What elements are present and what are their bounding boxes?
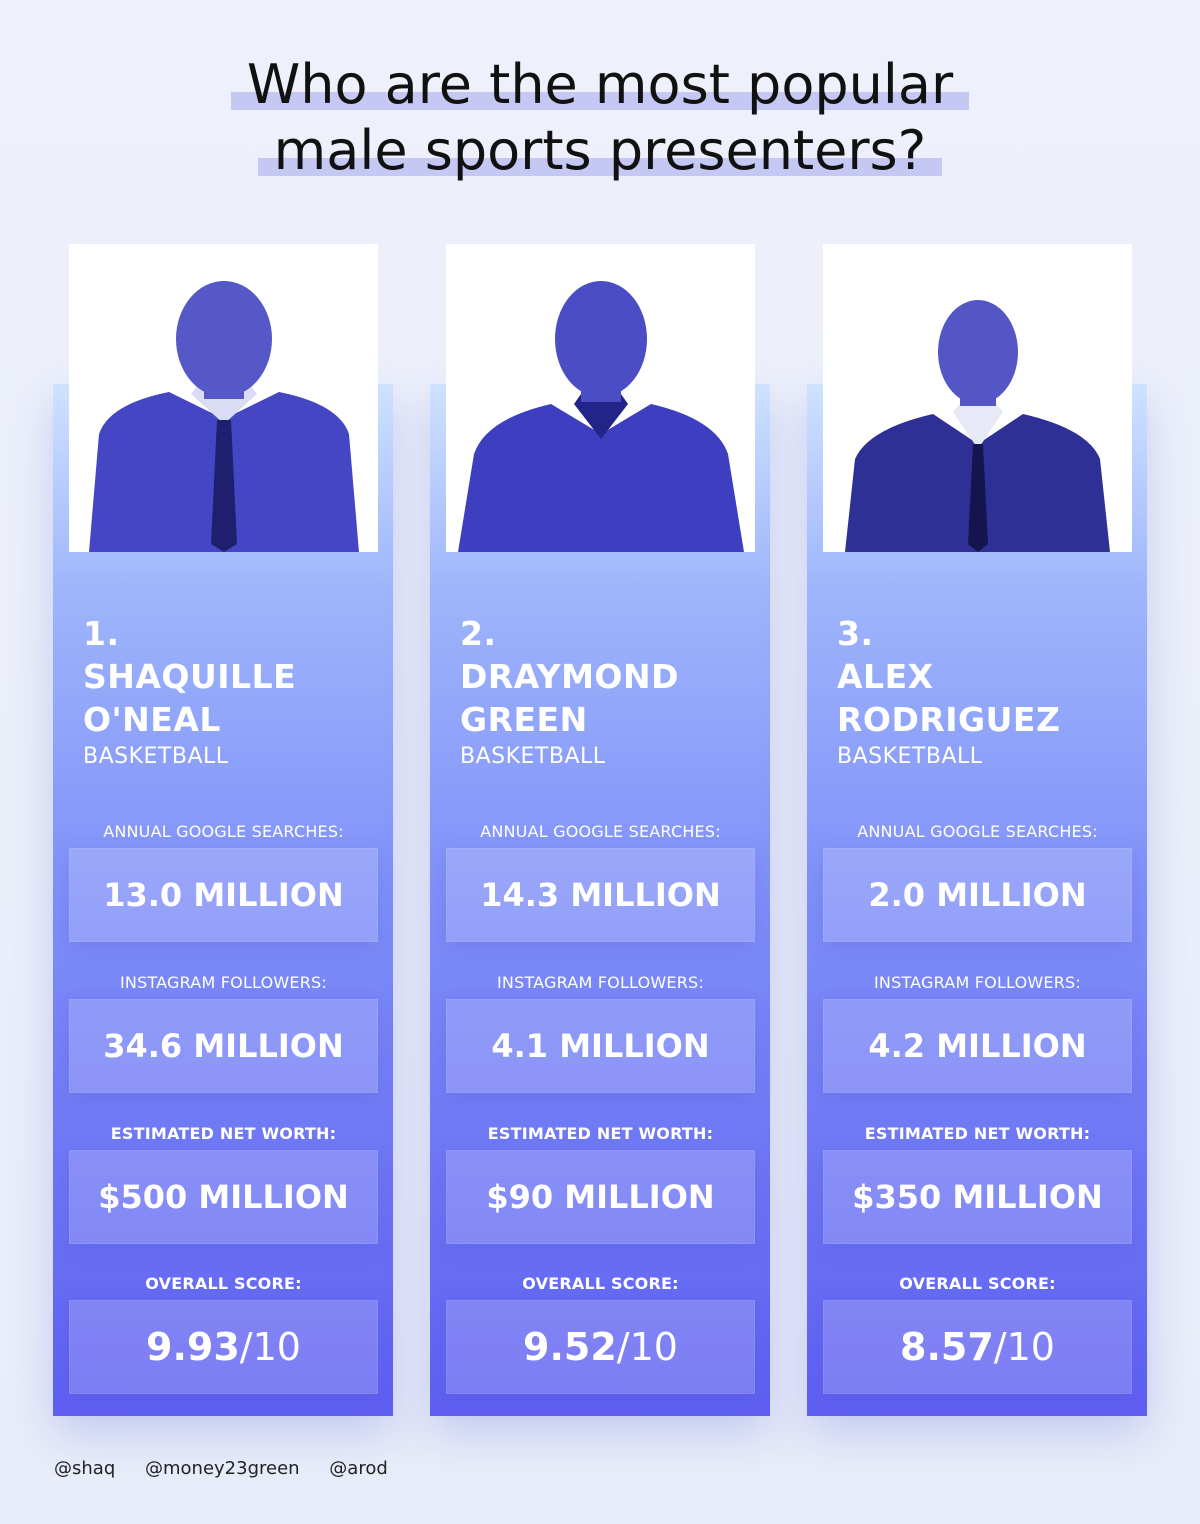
searches-value: 14.3 MILLION	[446, 848, 755, 942]
card-background	[53, 384, 393, 1416]
score-value: 9.52	[523, 1325, 617, 1369]
networth-label: ESTIMATED NET WORTH:	[487, 1124, 714, 1143]
instagram-value: 4.2 MILLION	[823, 999, 1132, 1093]
card-background	[430, 384, 770, 1416]
score-label: OVERALL SCORE:	[899, 1274, 1056, 1293]
person-silhouette-icon	[845, 300, 1110, 552]
presenter-photo	[823, 244, 1132, 552]
score-max: /10	[239, 1325, 301, 1369]
presenter-name: SHAQUILLE O'NEAL	[83, 657, 297, 739]
presenter-card-3: 3. ALEX RODRIGUEZ BASKETBALL ANNUAL GOOG…	[807, 244, 1147, 1416]
presenter-photo	[446, 244, 755, 552]
presenter-card-2: 2. DRAYMOND GREEN BASKETBALL ANNUAL GOOG…	[430, 244, 770, 1416]
presenter-rank: 3.	[837, 614, 874, 653]
score-value: 9.93	[146, 1325, 240, 1369]
handle-arod: @arod	[329, 1458, 388, 1479]
presenter-rank: 1.	[83, 614, 120, 653]
searches-label: ANNUAL GOOGLE SEARCHES:	[103, 822, 344, 841]
searches-value: 2.0 MILLION	[823, 848, 1132, 942]
networth-value: $90 MILLION	[446, 1150, 755, 1244]
presenter-sport: BASKETBALL	[83, 744, 229, 769]
social-handles: @shaq @money23green @arod	[54, 1458, 412, 1479]
score-label: OVERALL SCORE:	[522, 1274, 679, 1293]
score-max: /10	[993, 1325, 1055, 1369]
searches-label: ANNUAL GOOGLE SEARCHES:	[480, 822, 721, 841]
presenter-photo	[69, 244, 378, 552]
score-box: 8.57/10	[823, 1300, 1132, 1394]
person-silhouette-icon	[89, 281, 359, 552]
presenter-sport: BASKETBALL	[837, 744, 983, 769]
presenter-name: ALEX RODRIGUEZ	[837, 657, 1061, 739]
instagram-value: 4.1 MILLION	[446, 999, 755, 1093]
networth-label: ESTIMATED NET WORTH:	[864, 1124, 1091, 1143]
networth-value: $500 MILLION	[69, 1150, 378, 1244]
searches-label: ANNUAL GOOGLE SEARCHES:	[857, 822, 1098, 841]
instagram-label: INSTAGRAM FOLLOWERS:	[120, 973, 327, 992]
presenter-rank: 2.	[460, 614, 497, 653]
score-max: /10	[616, 1325, 678, 1369]
instagram-label: INSTAGRAM FOLLOWERS:	[874, 973, 1081, 992]
score-box: 9.93/10	[69, 1300, 378, 1394]
card-background	[807, 384, 1147, 1416]
score-label: OVERALL SCORE:	[145, 1274, 302, 1293]
instagram-label: INSTAGRAM FOLLOWERS:	[497, 973, 704, 992]
person-silhouette-icon	[458, 281, 744, 552]
searches-value: 13.0 MILLION	[69, 848, 378, 942]
score-box: 9.52/10	[446, 1300, 755, 1394]
networth-value: $350 MILLION	[823, 1150, 1132, 1244]
networth-label: ESTIMATED NET WORTH:	[110, 1124, 337, 1143]
presenter-name: DRAYMOND GREEN	[460, 657, 679, 739]
presenter-card-1: 1. SHAQUILLE O'NEAL BASKETBALL ANNUAL GO…	[53, 244, 393, 1416]
presenter-sport: BASKETBALL	[460, 744, 606, 769]
page-title: Who are the most popular male sports pre…	[0, 52, 1200, 184]
handle-shaq: @shaq	[54, 1458, 116, 1479]
handle-money23green: @money23green	[144, 1458, 300, 1479]
score-value: 8.57	[900, 1325, 994, 1369]
instagram-value: 34.6 MILLION	[69, 999, 378, 1093]
